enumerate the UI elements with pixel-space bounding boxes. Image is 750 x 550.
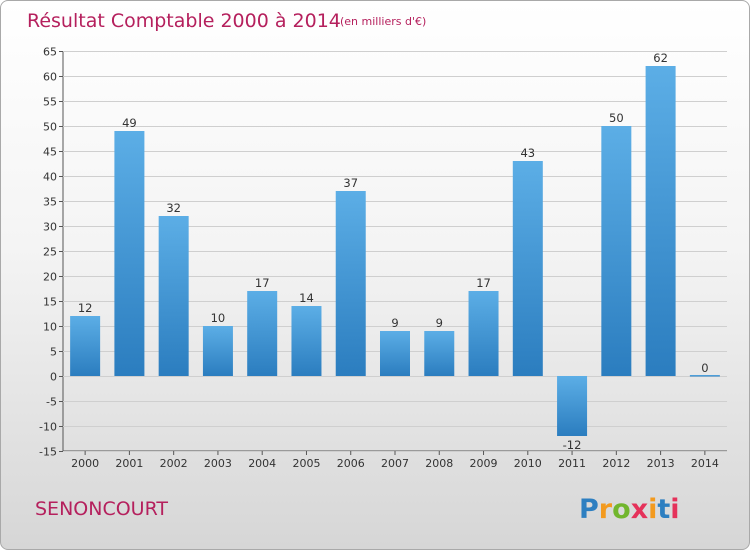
bar-2006 — [335, 191, 366, 376]
value-label-2013: 62 — [653, 51, 668, 65]
y-tick-label: -10 — [39, 421, 57, 434]
value-label-2004: 17 — [255, 276, 270, 290]
logo-letter: x — [631, 494, 648, 525]
logo-letter: i — [670, 494, 679, 525]
y-tick-label: 20 — [43, 271, 57, 284]
value-label-2014: 0 — [701, 361, 708, 375]
x-tick-label: 2001 — [115, 457, 143, 470]
bar-2009 — [468, 291, 499, 376]
y-tick-label: 25 — [43, 246, 57, 259]
y-tick-label: 45 — [43, 146, 57, 159]
value-label-2010: 43 — [520, 146, 535, 160]
logo-letter: i — [648, 494, 657, 525]
bar-2011 — [557, 376, 588, 436]
value-label-2001: 49 — [122, 116, 137, 130]
x-tick-label: 2013 — [647, 457, 675, 470]
x-tick-label: 2008 — [425, 457, 453, 470]
y-tick-label: 55 — [43, 96, 57, 109]
y-tick-label: -5 — [46, 396, 57, 409]
x-tick-label: 2002 — [160, 457, 188, 470]
bar-2013 — [645, 66, 676, 376]
x-tick-label: 2003 — [204, 457, 232, 470]
bar-2010 — [512, 161, 543, 376]
value-label-2000: 12 — [78, 301, 93, 315]
y-tick-label: 35 — [43, 196, 57, 209]
x-tick-label: 2006 — [337, 457, 365, 470]
value-label-2012: 50 — [609, 111, 624, 125]
y-tick-label: -15 — [39, 446, 57, 459]
value-label-2005: 14 — [299, 291, 314, 305]
bars — [70, 66, 720, 436]
value-label-2008: 9 — [436, 316, 443, 330]
y-tick-label: 0 — [50, 371, 57, 384]
logo-letter: P — [579, 494, 599, 525]
value-label-2006: 37 — [343, 176, 358, 190]
bar-2004 — [247, 291, 278, 376]
x-tick-label: 2009 — [470, 457, 498, 470]
x-tick-label: 2010 — [514, 457, 542, 470]
logo-letter: o — [612, 494, 631, 525]
commune-name: SENONCOURT — [35, 498, 168, 520]
value-label-2003: 10 — [211, 311, 226, 325]
y-axis: -15 -10 -5 0 5 10 15 20 25 30 35 40 45 50 55 60 65 — [39, 46, 63, 459]
logo-letter: r — [599, 494, 613, 525]
x-tick-label: 2007 — [381, 457, 409, 470]
value-label-2002: 32 — [166, 201, 181, 215]
bar-2012 — [601, 126, 632, 376]
bar-2002 — [158, 216, 189, 376]
x-tick-label: 2005 — [292, 457, 320, 470]
x-tick-label: 2000 — [71, 457, 99, 470]
bar-2000 — [70, 316, 101, 376]
x-tick-label: 2014 — [691, 457, 719, 470]
y-tick-label: 65 — [43, 46, 57, 59]
bar-2003 — [202, 326, 233, 376]
bar-2001 — [114, 131, 145, 376]
x-tick-label: 2011 — [558, 457, 586, 470]
value-label-2011: -12 — [563, 438, 582, 452]
value-label-2009: 17 — [476, 276, 491, 290]
value-label-2007: 9 — [391, 316, 398, 330]
x-axis: 2000 2001 2002 2003 2004 2005 2006 2007 2008 2009… — [71, 451, 719, 470]
bar-2014 — [689, 375, 720, 377]
bar-2007 — [380, 331, 410, 376]
y-tick-label: 50 — [43, 121, 57, 134]
value-labels: 12 49 32 10 17 14 37 9 9 17 43 -12 50 62 0 — [78, 51, 709, 452]
y-tick-label: 30 — [43, 221, 57, 234]
y-tick-label: 5 — [50, 346, 57, 359]
logo-wordmark: Proxiti — [579, 494, 680, 525]
logo-letter: t — [657, 494, 670, 525]
bar-2008 — [424, 331, 455, 376]
x-tick-label: 2012 — [602, 457, 630, 470]
y-tick-label: 40 — [43, 171, 57, 184]
bar-2005 — [291, 306, 322, 376]
chart-title: Résultat Comptable 2000 à 2014 — [27, 10, 341, 32]
x-tick-label: 2004 — [248, 457, 276, 470]
y-tick-label: 10 — [43, 321, 57, 334]
proxiti-logo: Proxiti — [579, 494, 680, 525]
chart-subtitle: (en milliers d'€) — [340, 15, 426, 28]
y-tick-label: 15 — [43, 296, 57, 309]
y-tick-label: 60 — [43, 71, 57, 84]
